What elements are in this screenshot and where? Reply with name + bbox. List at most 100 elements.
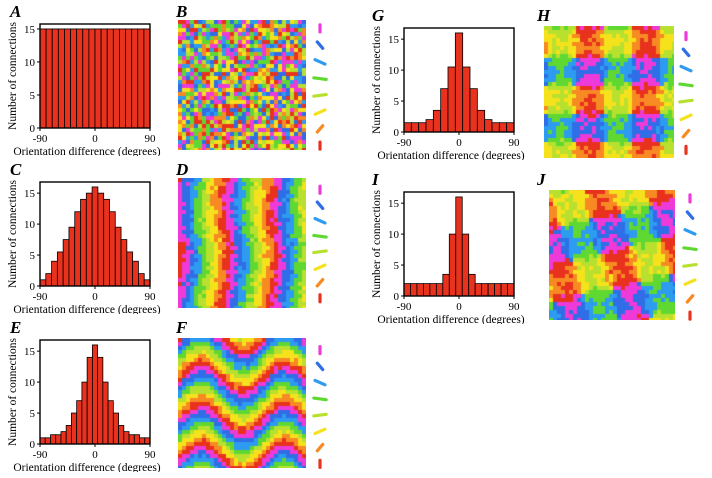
- histogram-bar: [51, 28, 59, 129]
- y-tick-label: 0: [394, 291, 400, 303]
- orientation-legend-f: [312, 345, 328, 469]
- histogram-bar: [403, 122, 412, 133]
- histogram-bar: [123, 431, 130, 445]
- legend-orientation-bar: [315, 361, 325, 372]
- x-tick-label: -90: [397, 137, 412, 149]
- histogram-bar: [65, 425, 72, 445]
- histogram-bar: [474, 283, 483, 297]
- histogram-bar: [109, 211, 116, 287]
- orientation-map-b: [178, 20, 306, 150]
- panel-letter-e: E: [10, 318, 22, 337]
- histogram-bar: [403, 283, 411, 297]
- histogram-bar: [44, 437, 51, 445]
- y-tick-label: 5: [30, 408, 36, 420]
- histogram-bar: [106, 28, 114, 129]
- legend-orientation-bar: [315, 277, 325, 288]
- histogram-bar: [144, 437, 151, 445]
- histogram-bar: [45, 273, 52, 287]
- histogram-bar: [102, 381, 109, 445]
- x-axis-label: Orientation difference (degrees): [13, 462, 160, 472]
- histogram-bar: [39, 28, 47, 129]
- histogram-bar: [39, 279, 47, 287]
- histogram-bar: [86, 356, 93, 445]
- x-tick-label: 0: [92, 133, 98, 145]
- y-axis-label: Number of connections: [7, 22, 19, 130]
- histogram-bar: [425, 119, 434, 133]
- y-tick-label: 0: [30, 123, 36, 135]
- histogram-bar: [74, 211, 81, 287]
- histogram-bar: [97, 192, 105, 287]
- y-tick-label: 0: [394, 127, 400, 139]
- histogram-bar: [50, 434, 57, 445]
- legend-orientation-bar: [682, 262, 698, 268]
- histogram-bar: [119, 28, 126, 129]
- histogram-bar: [56, 251, 64, 287]
- histogram-bar: [97, 356, 104, 445]
- y-tick-label: 0: [30, 281, 36, 293]
- histogram-bar: [448, 233, 457, 297]
- orientation-map-d: [178, 178, 306, 308]
- histogram-bar: [62, 239, 70, 287]
- x-axis-label: Orientation difference (degrees): [377, 150, 524, 160]
- histogram-bar: [112, 412, 119, 445]
- histogram-bar: [91, 344, 99, 445]
- legend-orientation-bar: [312, 76, 328, 82]
- histogram-bar: [128, 434, 135, 445]
- histogram-bar: [39, 437, 46, 445]
- y-tick-label: 15: [24, 188, 36, 200]
- orientation-legend-d: [312, 184, 328, 304]
- histogram-bar: [94, 28, 102, 129]
- histogram-bar: [131, 28, 139, 129]
- y-tick-label: 15: [24, 346, 36, 358]
- histogram-bar: [494, 283, 502, 297]
- panel-letter-a: A: [10, 2, 22, 21]
- histogram-bar: [68, 226, 76, 287]
- legend-orientation-bar: [315, 200, 325, 211]
- panel-letter-g: G: [372, 6, 385, 25]
- panel-letter-d: D: [176, 160, 189, 179]
- orientation-map-h: [544, 26, 674, 158]
- histogram-bar: [447, 66, 456, 133]
- legend-orientation-bar: [678, 82, 694, 88]
- histogram-bar: [76, 400, 83, 445]
- y-tick-label: 10: [24, 57, 36, 69]
- y-tick-label: 15: [388, 198, 400, 210]
- y-tick-label: 10: [24, 377, 36, 389]
- histogram-bar: [71, 412, 78, 445]
- histogram-bar: [51, 260, 58, 287]
- histogram-bar: [76, 28, 84, 129]
- histogram-bar: [462, 66, 471, 133]
- legend-orientation-bar: [681, 128, 691, 139]
- histogram-bar: [64, 28, 71, 129]
- orientation-legend-b: [312, 23, 328, 151]
- histogram-bar: [461, 233, 470, 297]
- y-tick-label: 10: [24, 219, 36, 231]
- histogram-bar: [60, 431, 67, 445]
- histogram-bar: [487, 283, 495, 297]
- x-tick-label: -90: [33, 133, 48, 145]
- legend-orientation-bar: [312, 412, 328, 418]
- histogram-bar: [435, 283, 444, 297]
- histogram-bar: [498, 122, 508, 133]
- histogram-bar: [107, 400, 114, 445]
- x-tick-label: -90: [33, 291, 48, 303]
- orientation-legend-h: [678, 31, 694, 155]
- legend-orientation-bar: [313, 263, 327, 272]
- orientation-map-j: [549, 190, 675, 320]
- y-tick-label: 5: [30, 250, 36, 262]
- histogram-bar: [416, 283, 424, 297]
- legend-orientation-bar: [315, 124, 325, 134]
- x-tick-label: 90: [509, 301, 521, 313]
- histogram-bar: [80, 198, 87, 287]
- y-tick-label: 0: [30, 439, 36, 451]
- legend-orientation-bar: [315, 442, 325, 453]
- panel-letter-h: H: [537, 6, 551, 25]
- histogram-bar: [81, 381, 88, 445]
- y-tick-label: 10: [388, 229, 400, 241]
- legend-orientation-bar: [683, 228, 697, 236]
- y-tick-label: 5: [394, 260, 400, 272]
- legend-orientation-bar: [679, 64, 693, 73]
- histogram-bar: [491, 122, 500, 133]
